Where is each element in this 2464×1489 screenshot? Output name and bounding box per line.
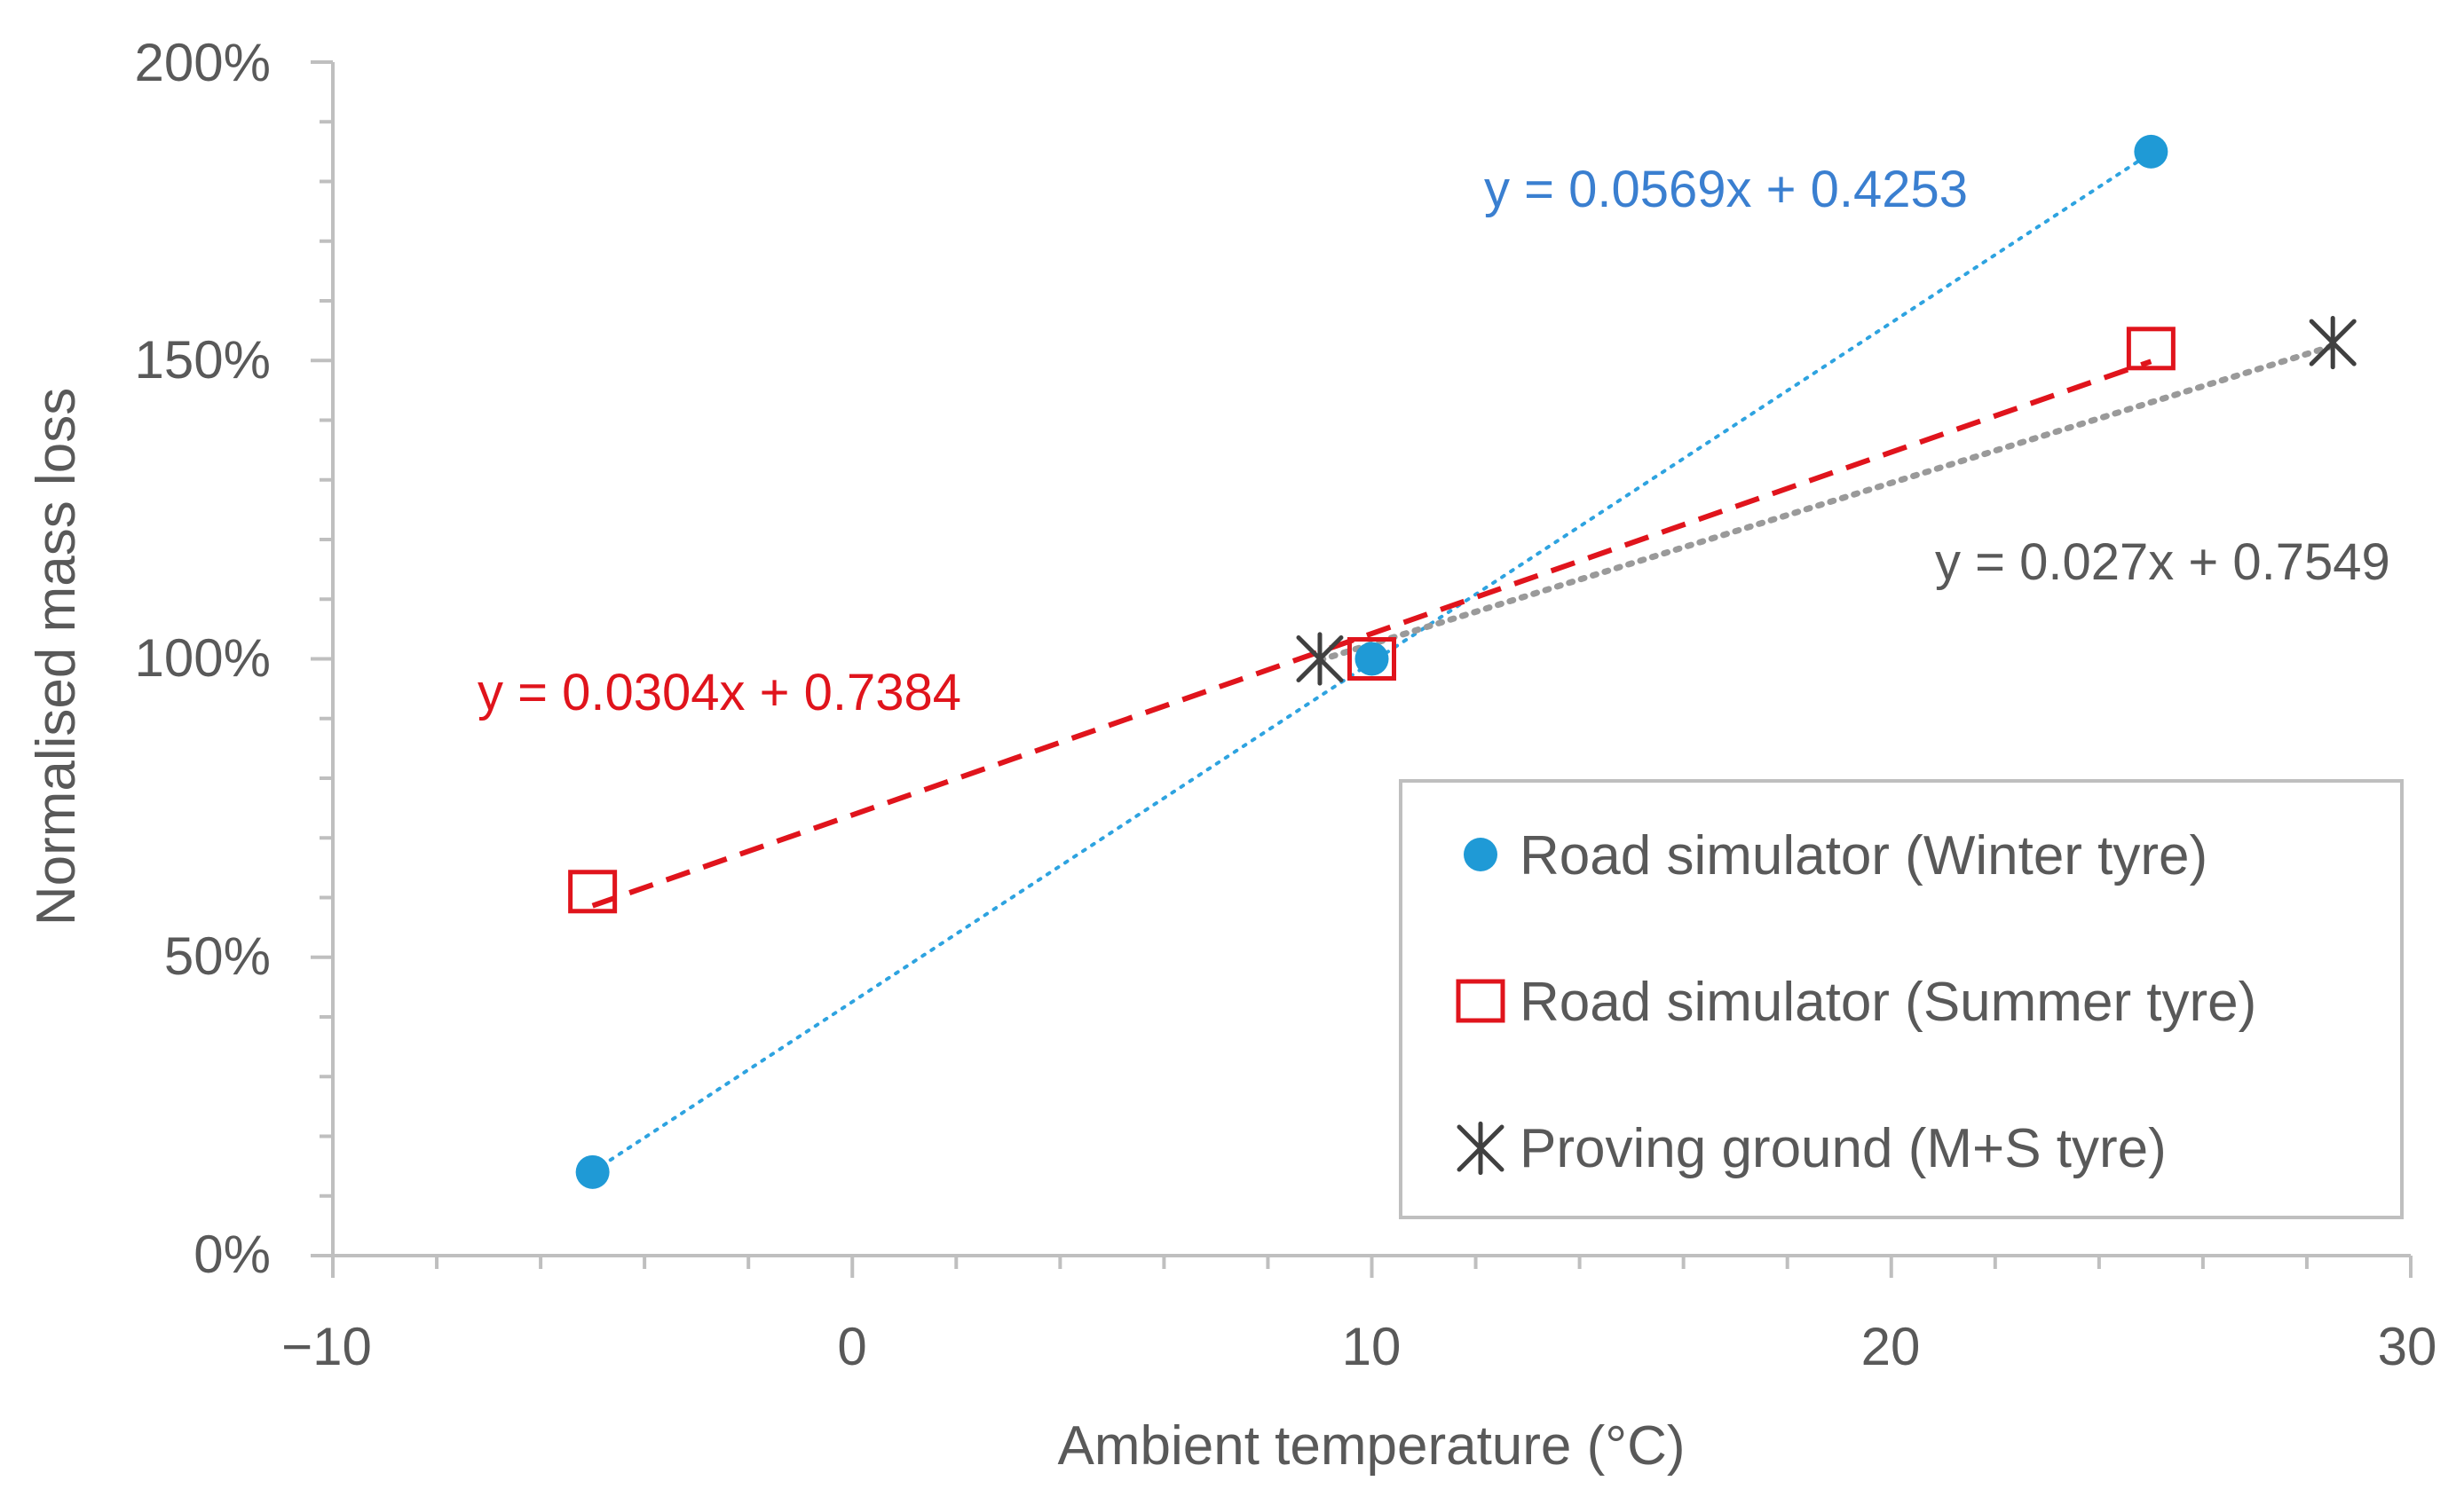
trendline-summer-tyre (591, 358, 2152, 909)
data-markers (568, 134, 2357, 1189)
y-tick-labels: 0% 50% 100% 150% 200% (135, 33, 271, 1284)
legend-symbol-circle (1464, 838, 1497, 871)
data-point-asterisk (2309, 315, 2357, 370)
legend-symbol-asterisk (1457, 1121, 1504, 1176)
y-tick-label: 100% (135, 628, 271, 688)
legend-symbol-square (1456, 979, 1505, 1023)
y-axis-ticks (311, 60, 333, 1257)
y-tick-label: 150% (135, 330, 271, 390)
y-tick-label: 50% (164, 926, 271, 986)
data-point-asterisk (1296, 632, 1344, 686)
axes (311, 60, 2413, 1278)
data-point-square (568, 870, 618, 914)
legend-box (1399, 779, 2404, 1219)
y-tick-label: 0% (193, 1225, 271, 1284)
equation-proving-ground: y = 0.027x + 0.7549 (1935, 533, 2390, 591)
x-tick-label: 0 (837, 1317, 866, 1376)
data-point-circle (575, 1154, 610, 1189)
legend-label-winter-tyre: Road simulator (Winter tyre) (1520, 825, 2207, 886)
trendline-proving-ground (1316, 343, 2336, 664)
equation-winter-tyre: y = 0.0569x + 0.4253 (1484, 161, 1968, 218)
data-point-square (2126, 327, 2176, 371)
legend-label-summer-tyre: Road simulator (Summer tyre) (1520, 972, 2256, 1033)
legend-symbols (1456, 838, 1505, 1176)
x-tick-label: 10 (1342, 1317, 1402, 1376)
x-axis-title: Ambient temperature (°C) (1057, 1415, 1685, 1477)
x-tick-labels: −10 0 10 20 30 (281, 1317, 2436, 1376)
x-tick-label: 20 (1861, 1317, 1921, 1376)
legend-label-proving-ground: Proving ground (M+S tyre) (1520, 1118, 2167, 1179)
equation-summer-tyre: y = 0.0304x + 0.7384 (478, 664, 961, 721)
y-tick-label: 200% (135, 33, 271, 92)
legend: Road simulator (Winter tyre) Road simula… (1399, 779, 2404, 1219)
data-point-square (1347, 637, 1396, 681)
trendline-equations: y = 0.0569x + 0.4253 y = 0.0304x + 0.738… (478, 161, 2390, 721)
x-tick-label: −10 (281, 1317, 372, 1376)
data-point-circle (1354, 642, 1389, 676)
x-axis-ticks (331, 1256, 2413, 1278)
y-axis-title: Normalised mass loss (26, 388, 87, 926)
data-point-circle (2134, 134, 2168, 169)
x-tick-label: 30 (2378, 1317, 2437, 1376)
